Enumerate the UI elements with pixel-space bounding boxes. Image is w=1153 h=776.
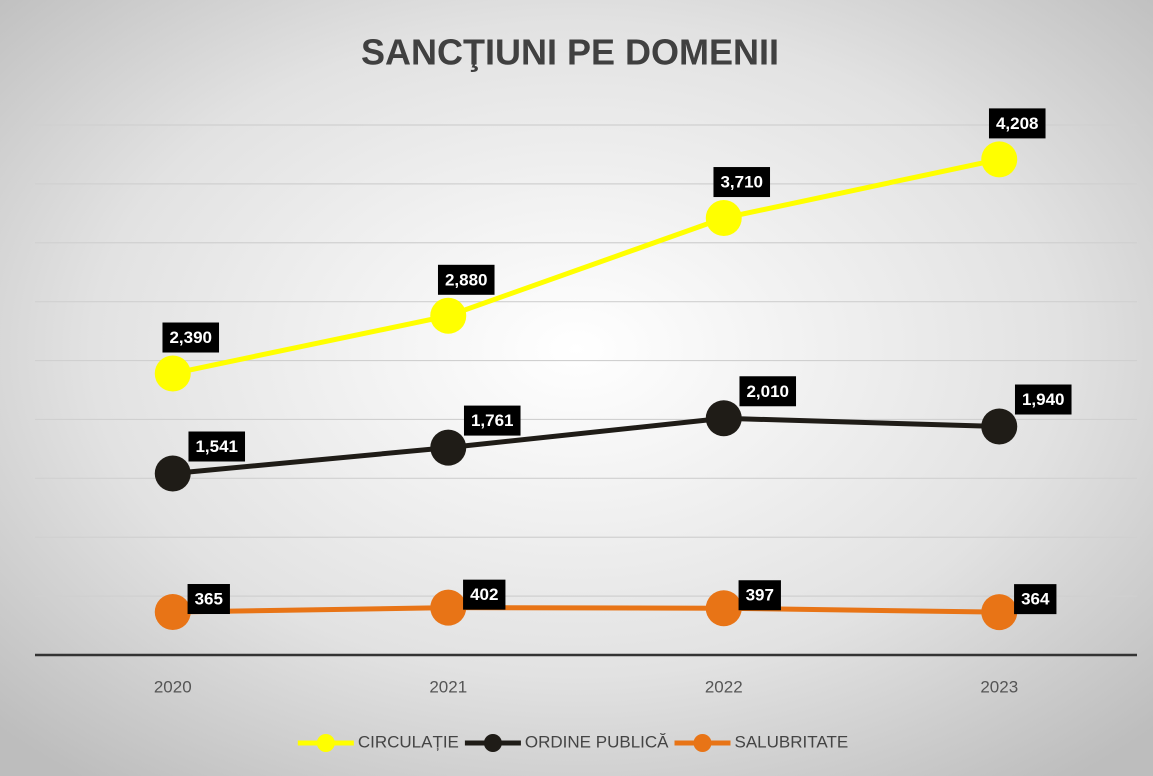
data-label-text: 2,010 [746, 382, 789, 401]
series-line [172, 156, 1000, 376]
legend-label: CIRCULAȚIE [358, 732, 459, 751]
data-label: 364 [1014, 584, 1057, 615]
series-line [172, 415, 1000, 476]
marker [154, 355, 191, 392]
x-tick-label: 2023 [980, 677, 1018, 696]
marker [705, 200, 742, 237]
legend-label: SALUBRITATE [735, 732, 849, 751]
marker [430, 589, 467, 626]
marker [981, 141, 1018, 178]
data-label: 397 [738, 580, 781, 611]
legend-item: CIRCULAȚIE [297, 732, 459, 752]
data-label-box [162, 322, 220, 353]
marker [981, 408, 1018, 445]
marker [154, 455, 191, 492]
data-label-text: 397 [746, 586, 774, 605]
data-label-box [437, 264, 495, 295]
data-label-text: 1,761 [471, 411, 514, 430]
series-line [172, 605, 1000, 615]
marker [705, 590, 742, 627]
marker [154, 594, 191, 631]
x-tick-label: 2020 [154, 677, 192, 696]
legend-item: SALUBRITATE [674, 732, 849, 752]
data-label-text: 365 [195, 589, 223, 608]
data-label-box [988, 108, 1046, 139]
data-label-text: 4,208 [996, 114, 1039, 133]
marker [430, 297, 467, 334]
data-label-box [713, 167, 771, 198]
x-tick-label: 2022 [705, 677, 743, 696]
data-label-box [188, 431, 246, 462]
data-label: 1,940 [1014, 384, 1072, 415]
legend-marker [316, 734, 335, 752]
data-label-box [187, 584, 230, 615]
data-label: 1,761 [463, 405, 521, 436]
marker [430, 429, 467, 466]
data-label-box [463, 405, 521, 436]
x-tick-label: 2021 [429, 677, 467, 696]
chart-title: SANCŢIUNI PE DOMENII [361, 32, 779, 73]
data-label: 2,390 [162, 322, 220, 353]
legend-marker [693, 734, 712, 752]
data-label: 3,710 [713, 167, 771, 198]
data-label-box [739, 376, 797, 407]
data-label: 1,541 [188, 431, 246, 462]
data-label: 4,208 [988, 108, 1046, 139]
legend-marker [483, 734, 502, 752]
data-label-text: 3,710 [720, 173, 763, 192]
marker [705, 400, 742, 437]
data-label: 402 [463, 579, 506, 610]
data-label: 2,010 [739, 376, 797, 407]
legend-item: ORDINE PUBLICĂ [464, 732, 669, 752]
data-label-text: 364 [1021, 590, 1050, 609]
data-label-text: 1,940 [1022, 390, 1065, 409]
data-label-box [463, 579, 506, 610]
marker [981, 594, 1018, 631]
data-label-box [738, 580, 781, 611]
data-label-text: 2,880 [445, 270, 488, 289]
data-label-text: 402 [470, 585, 498, 604]
data-label: 2,880 [437, 264, 495, 295]
data-label-box [1014, 384, 1072, 415]
data-label: 365 [187, 584, 230, 615]
data-label-box [1014, 584, 1057, 615]
legend-label: ORDINE PUBLICĂ [525, 732, 669, 751]
data-label-text: 1,541 [195, 437, 238, 456]
data-label-text: 2,390 [169, 328, 212, 347]
